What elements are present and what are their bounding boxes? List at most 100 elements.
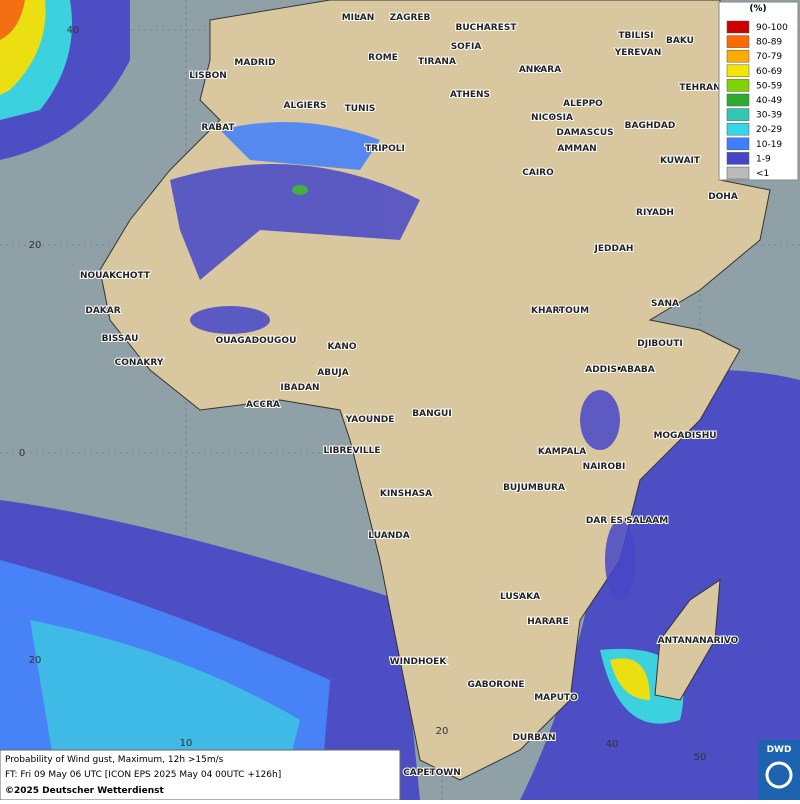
- city-label: YEREVAN: [614, 48, 662, 58]
- city-label: RIYADH: [636, 208, 674, 218]
- city-label: LIBREVILLE: [324, 446, 381, 456]
- city-marker: [618, 367, 621, 370]
- city-marker: [118, 336, 121, 339]
- city-label: LUANDA: [368, 531, 409, 541]
- city-marker: [636, 50, 639, 53]
- logo: DWD: [758, 740, 800, 800]
- city-label: LUSAKA: [500, 592, 540, 602]
- city-label: OUAGADOUGOU: [216, 336, 297, 346]
- city-labels: MILAN ZAGREB BUCHAREST SOFIA TBILISI BAKU YERE…: [79, 12, 740, 779]
- graticule-label: 20: [436, 726, 449, 737]
- graticule-label: 20: [29, 240, 42, 251]
- city-marker: [554, 695, 557, 698]
- city-marker: [113, 273, 116, 276]
- city-label: MOGADISHU: [653, 431, 716, 441]
- legend-swatch: [726, 93, 750, 107]
- city-marker: [261, 402, 264, 405]
- city-label: ZAGREB: [390, 13, 431, 23]
- city-marker: [435, 59, 438, 62]
- city-label: DAKAR: [85, 306, 120, 316]
- city-marker: [404, 491, 407, 494]
- city-marker: [430, 411, 433, 414]
- city-marker: [581, 101, 584, 104]
- legend: (%) 90-100 80-89 70-79 60-69 50-59 40-49 30-39…: [718, 1, 799, 181]
- city-label: MILAN: [342, 13, 375, 23]
- legend-label: 60-69: [756, 67, 782, 77]
- city-label: GABORONE: [467, 680, 524, 690]
- city-marker: [583, 130, 586, 133]
- city-label: ANTANANARIVO: [658, 636, 739, 646]
- city-marker: [536, 170, 539, 173]
- legend-label: 10-19: [756, 140, 782, 150]
- legend-swatch: [726, 64, 750, 78]
- city-marker: [464, 44, 467, 47]
- city-label: AMMAN: [557, 144, 596, 154]
- city-label: MADRID: [234, 58, 275, 68]
- city-label: IBADAN: [280, 383, 319, 393]
- city-label: LISBON: [189, 71, 227, 81]
- city-marker: [368, 417, 371, 420]
- city-marker: [634, 33, 637, 36]
- city-label: BUCHAREST: [456, 23, 518, 33]
- caption-line: Probability of Wind gust, Maximum, 12h >…: [5, 755, 224, 765]
- city-label: BANGUI: [412, 409, 451, 419]
- city-label: DURBAN: [512, 733, 555, 743]
- city-marker: [532, 735, 535, 738]
- logo-text: DWD: [767, 745, 792, 755]
- city-label: TBILISI: [618, 31, 653, 41]
- city-label: TRIPOLI: [365, 144, 405, 154]
- city-marker: [484, 25, 487, 28]
- city-marker: [350, 448, 353, 451]
- city-marker: [612, 246, 615, 249]
- city-label: ALGIERS: [284, 101, 327, 111]
- legend-swatch: [726, 49, 750, 63]
- legend-swatch: [726, 20, 750, 34]
- city-label: ACCRA: [246, 400, 280, 410]
- city-label: KHARTOUM: [531, 306, 589, 316]
- madagascar: [654, 579, 721, 701]
- city-label: KANO: [327, 342, 356, 352]
- city-label: TEHRAN: [679, 83, 720, 93]
- city-marker: [383, 146, 386, 149]
- city-marker: [253, 60, 256, 63]
- legend-label: 90-100: [756, 23, 788, 33]
- city-marker: [356, 15, 359, 18]
- city-marker: [494, 682, 497, 685]
- legend-swatch: [726, 137, 750, 151]
- city-marker: [721, 194, 724, 197]
- caption-line: FT: Fri 09 May 06 UTC [ICON EPS 2025 May…: [5, 770, 281, 780]
- city-label: NOUAKCHOTT: [80, 271, 151, 281]
- city-marker: [653, 210, 656, 213]
- city-label: DJIBOUTI: [637, 339, 682, 349]
- caption-line: ©2025 Deutscher Wetterdienst: [5, 786, 164, 796]
- city-label: HARARE: [527, 617, 568, 627]
- city-marker: [663, 301, 666, 304]
- city-marker: [575, 146, 578, 149]
- legend-label: 20-29: [756, 125, 782, 135]
- city-label: KUWAIT: [660, 156, 701, 166]
- city-label: DAMASCUS: [556, 128, 613, 138]
- city-marker: [518, 594, 521, 597]
- graticule-label: 40: [606, 739, 619, 750]
- city-label: KAMPALA: [538, 447, 586, 457]
- city-label: ATHENS: [450, 90, 490, 100]
- city-marker: [331, 370, 334, 373]
- city-label: JEDDAH: [594, 244, 634, 254]
- city-label: WINDHOEK: [390, 657, 448, 667]
- city-marker: [468, 92, 471, 95]
- legend-label: 70-79: [756, 52, 782, 62]
- city-marker: [408, 15, 411, 18]
- city-marker: [358, 106, 361, 109]
- city-marker: [696, 638, 699, 641]
- city-marker: [416, 659, 419, 662]
- city-label: ALEPPO: [563, 99, 603, 109]
- legend-swatch: [726, 122, 750, 136]
- city-marker: [254, 338, 257, 341]
- city-marker: [683, 433, 686, 436]
- city-marker: [698, 85, 701, 88]
- legend-label: 1-9: [756, 154, 771, 164]
- land-probability: [170, 122, 635, 600]
- city-label: TUNIS: [345, 104, 376, 114]
- city-marker: [560, 449, 563, 452]
